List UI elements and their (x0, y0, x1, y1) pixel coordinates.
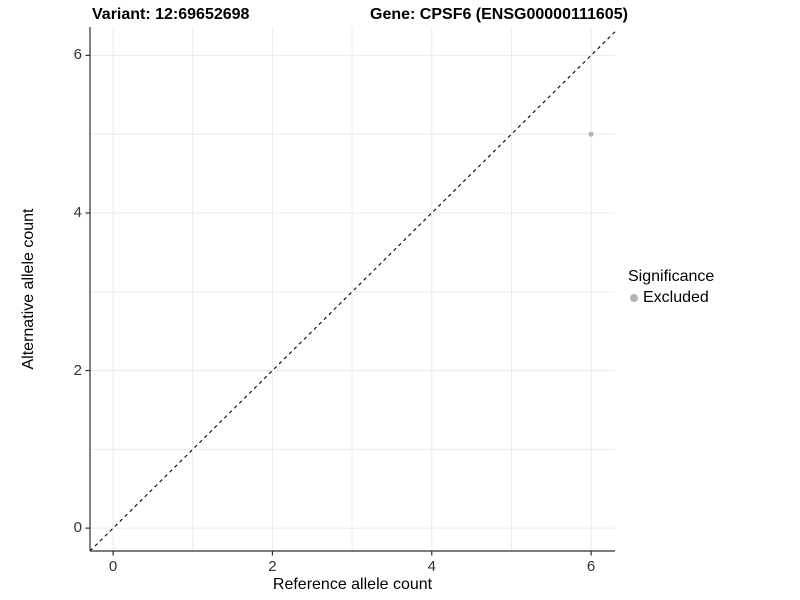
plot-title-variant: Variant: 12:69652698 (92, 6, 250, 23)
y-axis-title: Alternative allele count (20, 208, 37, 370)
y-tick-label: 2 (73, 361, 82, 379)
plot-title-gene: Gene: CPSF6 (ENSG00000111605) (370, 6, 628, 23)
legend-point-icon (630, 293, 638, 302)
data-point (588, 131, 594, 137)
y-tick-label: 4 (73, 203, 82, 221)
legend-entry-label: Excluded (643, 289, 709, 306)
legend-entry-excluded: Excluded (628, 287, 714, 308)
y-tick-label: 0 (73, 519, 82, 537)
legend-title: Significance (628, 268, 715, 285)
legend: Significance Excluded (628, 266, 714, 308)
x-axis-title: Reference allele count (272, 576, 433, 593)
y-tick-label: 6 (73, 46, 82, 64)
plot-panel (85, 27, 616, 556)
